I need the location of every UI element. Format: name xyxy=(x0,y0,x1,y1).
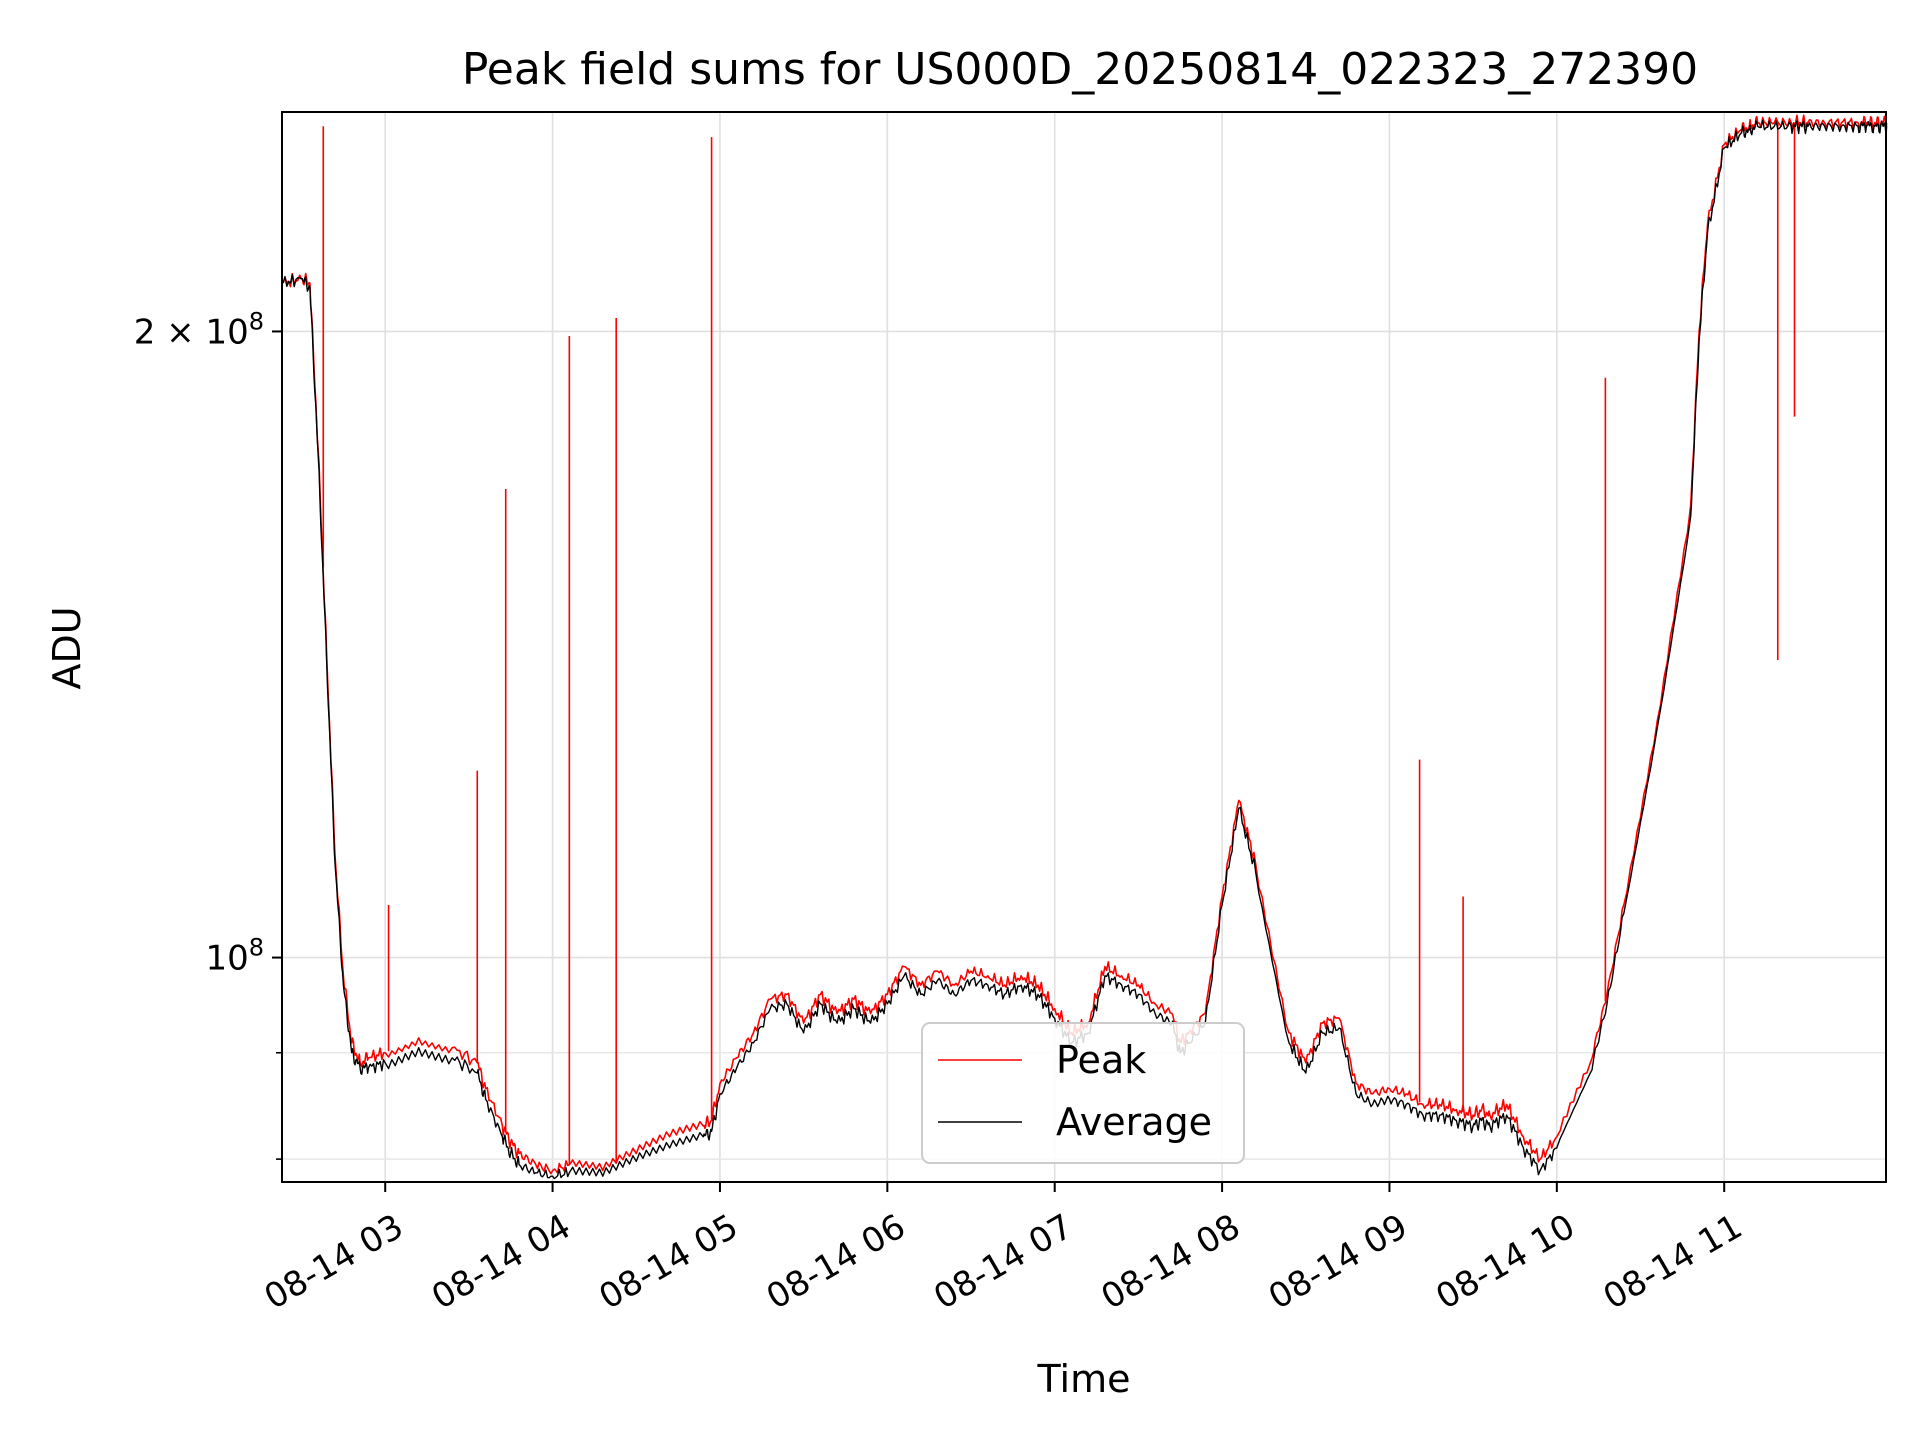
y-tick-label: 2 × 108 xyxy=(134,307,264,352)
legend-label-peak: Peak xyxy=(1056,1038,1146,1082)
series-line-average xyxy=(282,119,1888,1180)
x-axis-label: Time xyxy=(1037,1357,1131,1401)
y-tick-label: 108 xyxy=(205,934,264,979)
y-axis-label: ADU xyxy=(45,606,89,689)
y-axis: 108 2 × 108 xyxy=(134,307,282,1160)
legend: Peak Average xyxy=(921,1022,1245,1164)
axes-frame xyxy=(281,111,1887,1183)
chart-title: Peak field sums for US000D_20250814_0223… xyxy=(462,44,1698,95)
legend-box xyxy=(921,1022,1245,1164)
legend-label-average: Average xyxy=(1056,1100,1212,1144)
plot-area xyxy=(282,114,1888,1180)
